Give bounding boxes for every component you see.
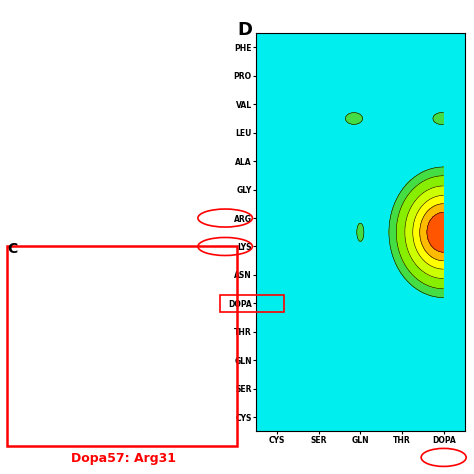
Point: [273, 413, 281, 421]
Point: [273, 413, 281, 421]
Text: D: D: [237, 21, 252, 39]
Point: [273, 413, 281, 421]
Point: [273, 413, 281, 421]
Point: [273, 413, 281, 421]
Text: Dopa57: Arg31: Dopa57: Arg31: [71, 452, 176, 465]
Point: [273, 413, 281, 421]
Point: [273, 413, 281, 421]
Point: [273, 413, 281, 421]
Text: C: C: [8, 242, 18, 256]
Point: [273, 413, 281, 421]
